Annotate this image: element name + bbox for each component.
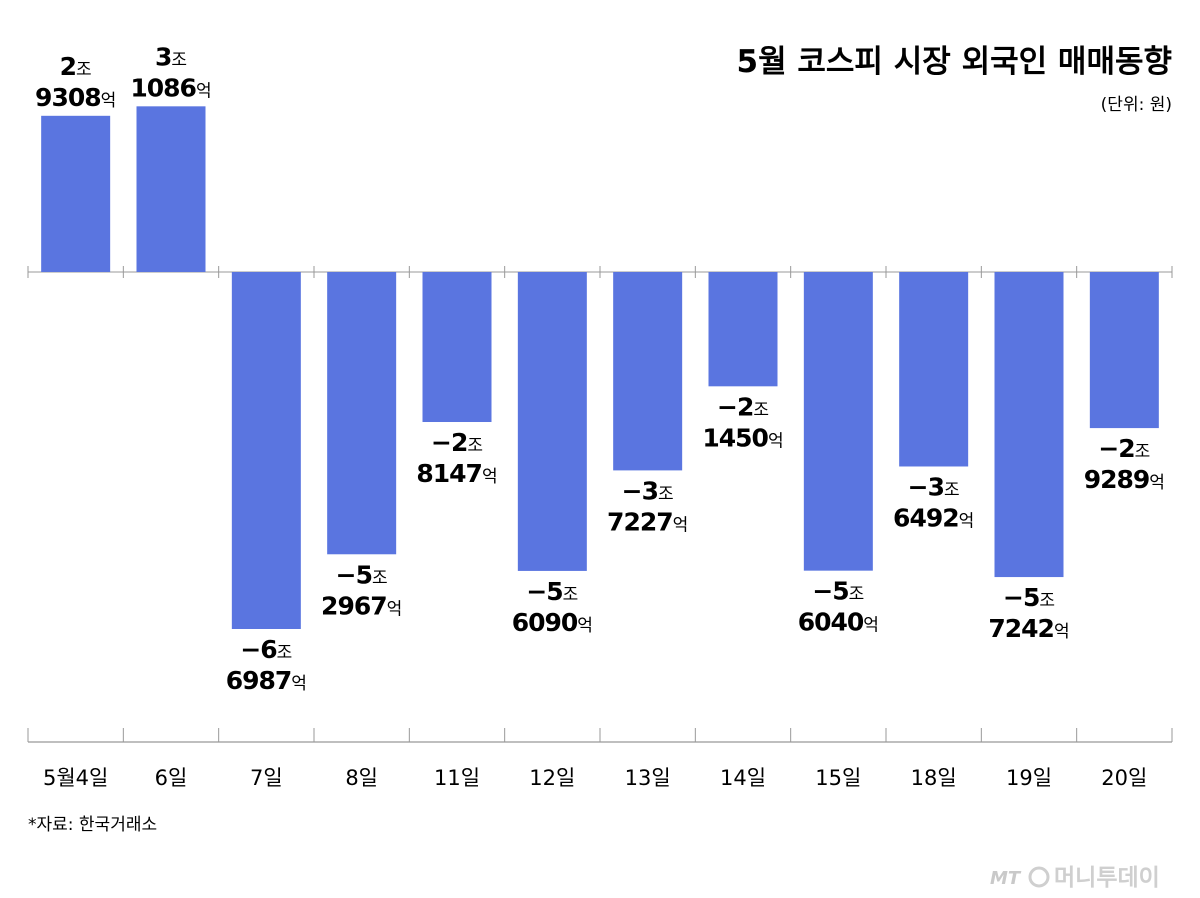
data-label: −5조 (526, 577, 578, 606)
bars (41, 106, 1159, 629)
bar (327, 272, 397, 555)
bar (231, 272, 301, 629)
data-label: 6090억 (512, 608, 593, 637)
watermark: MT 머니투데이 (990, 865, 1160, 891)
chart-title: 5월 코스피 시장 외국인 매매동향 (737, 44, 1173, 80)
bar (517, 272, 587, 571)
data-label: 3조 (155, 42, 187, 71)
data-label: −6조 (240, 635, 292, 664)
data-label: 7227억 (607, 507, 688, 536)
value-labels: 2조9308억3조1086억−6조6987억−5조2967억−2조8147억−5… (35, 42, 1165, 695)
data-label: 9289억 (1084, 465, 1165, 494)
bar (899, 272, 969, 467)
bar (613, 272, 683, 471)
data-label: 8147억 (416, 459, 497, 488)
bar (422, 272, 492, 423)
data-label: 2967억 (321, 591, 402, 620)
data-label: −5조 (812, 577, 864, 606)
bar (994, 272, 1064, 578)
x-tick-label: 8일 (345, 766, 378, 790)
x-tick-label: 5월4일 (43, 766, 108, 790)
data-label: 1086억 (130, 73, 211, 102)
x-axis-ticks: 5월4일 6일 7일 8일 11일 12일 13일 14일 15일 18일 19일 20일 (27, 266, 1173, 790)
bar (41, 115, 111, 272)
x-tick-label: 18일 (911, 766, 957, 790)
data-label: −5조 (1003, 583, 1055, 612)
x-tick-label: 7일 (250, 766, 283, 790)
data-label: −5조 (336, 560, 388, 589)
bar (803, 272, 873, 571)
x-tick-label: 19일 (1006, 766, 1052, 790)
data-label: 6040억 (798, 608, 879, 637)
data-label: 7242억 (988, 614, 1069, 643)
bar (708, 272, 778, 387)
data-label: 9308억 (35, 83, 116, 112)
x-tick-label: 20일 (1101, 766, 1147, 790)
x-tick-label: 12일 (529, 766, 575, 790)
x-tick-label: 15일 (815, 766, 861, 790)
watermark-text: 머니투데이 (1054, 865, 1160, 891)
bar (1089, 272, 1159, 429)
watermark-logo-icon (1028, 866, 1050, 888)
data-label: −2조 (431, 428, 483, 457)
x-tick-label: 14일 (720, 766, 766, 790)
data-label: −3조 (908, 472, 960, 501)
data-label: −2조 (717, 392, 769, 421)
data-label: 6987억 (226, 666, 307, 695)
source-note: *자료: 한국거래소 (28, 815, 157, 835)
bar (136, 106, 206, 273)
data-label: 6492억 (893, 503, 974, 532)
x-tick-label: 13일 (625, 766, 671, 790)
unit-label: (단위: 원) (1101, 95, 1172, 115)
x-tick-label: 6일 (155, 766, 188, 790)
data-label: 1450억 (702, 423, 783, 452)
data-label: −2조 (1098, 434, 1150, 463)
watermark-logo: MT (990, 868, 1022, 889)
data-label: −3조 (622, 476, 674, 505)
data-label: 2조 (60, 52, 92, 81)
x-tick-label: 11일 (434, 766, 480, 790)
